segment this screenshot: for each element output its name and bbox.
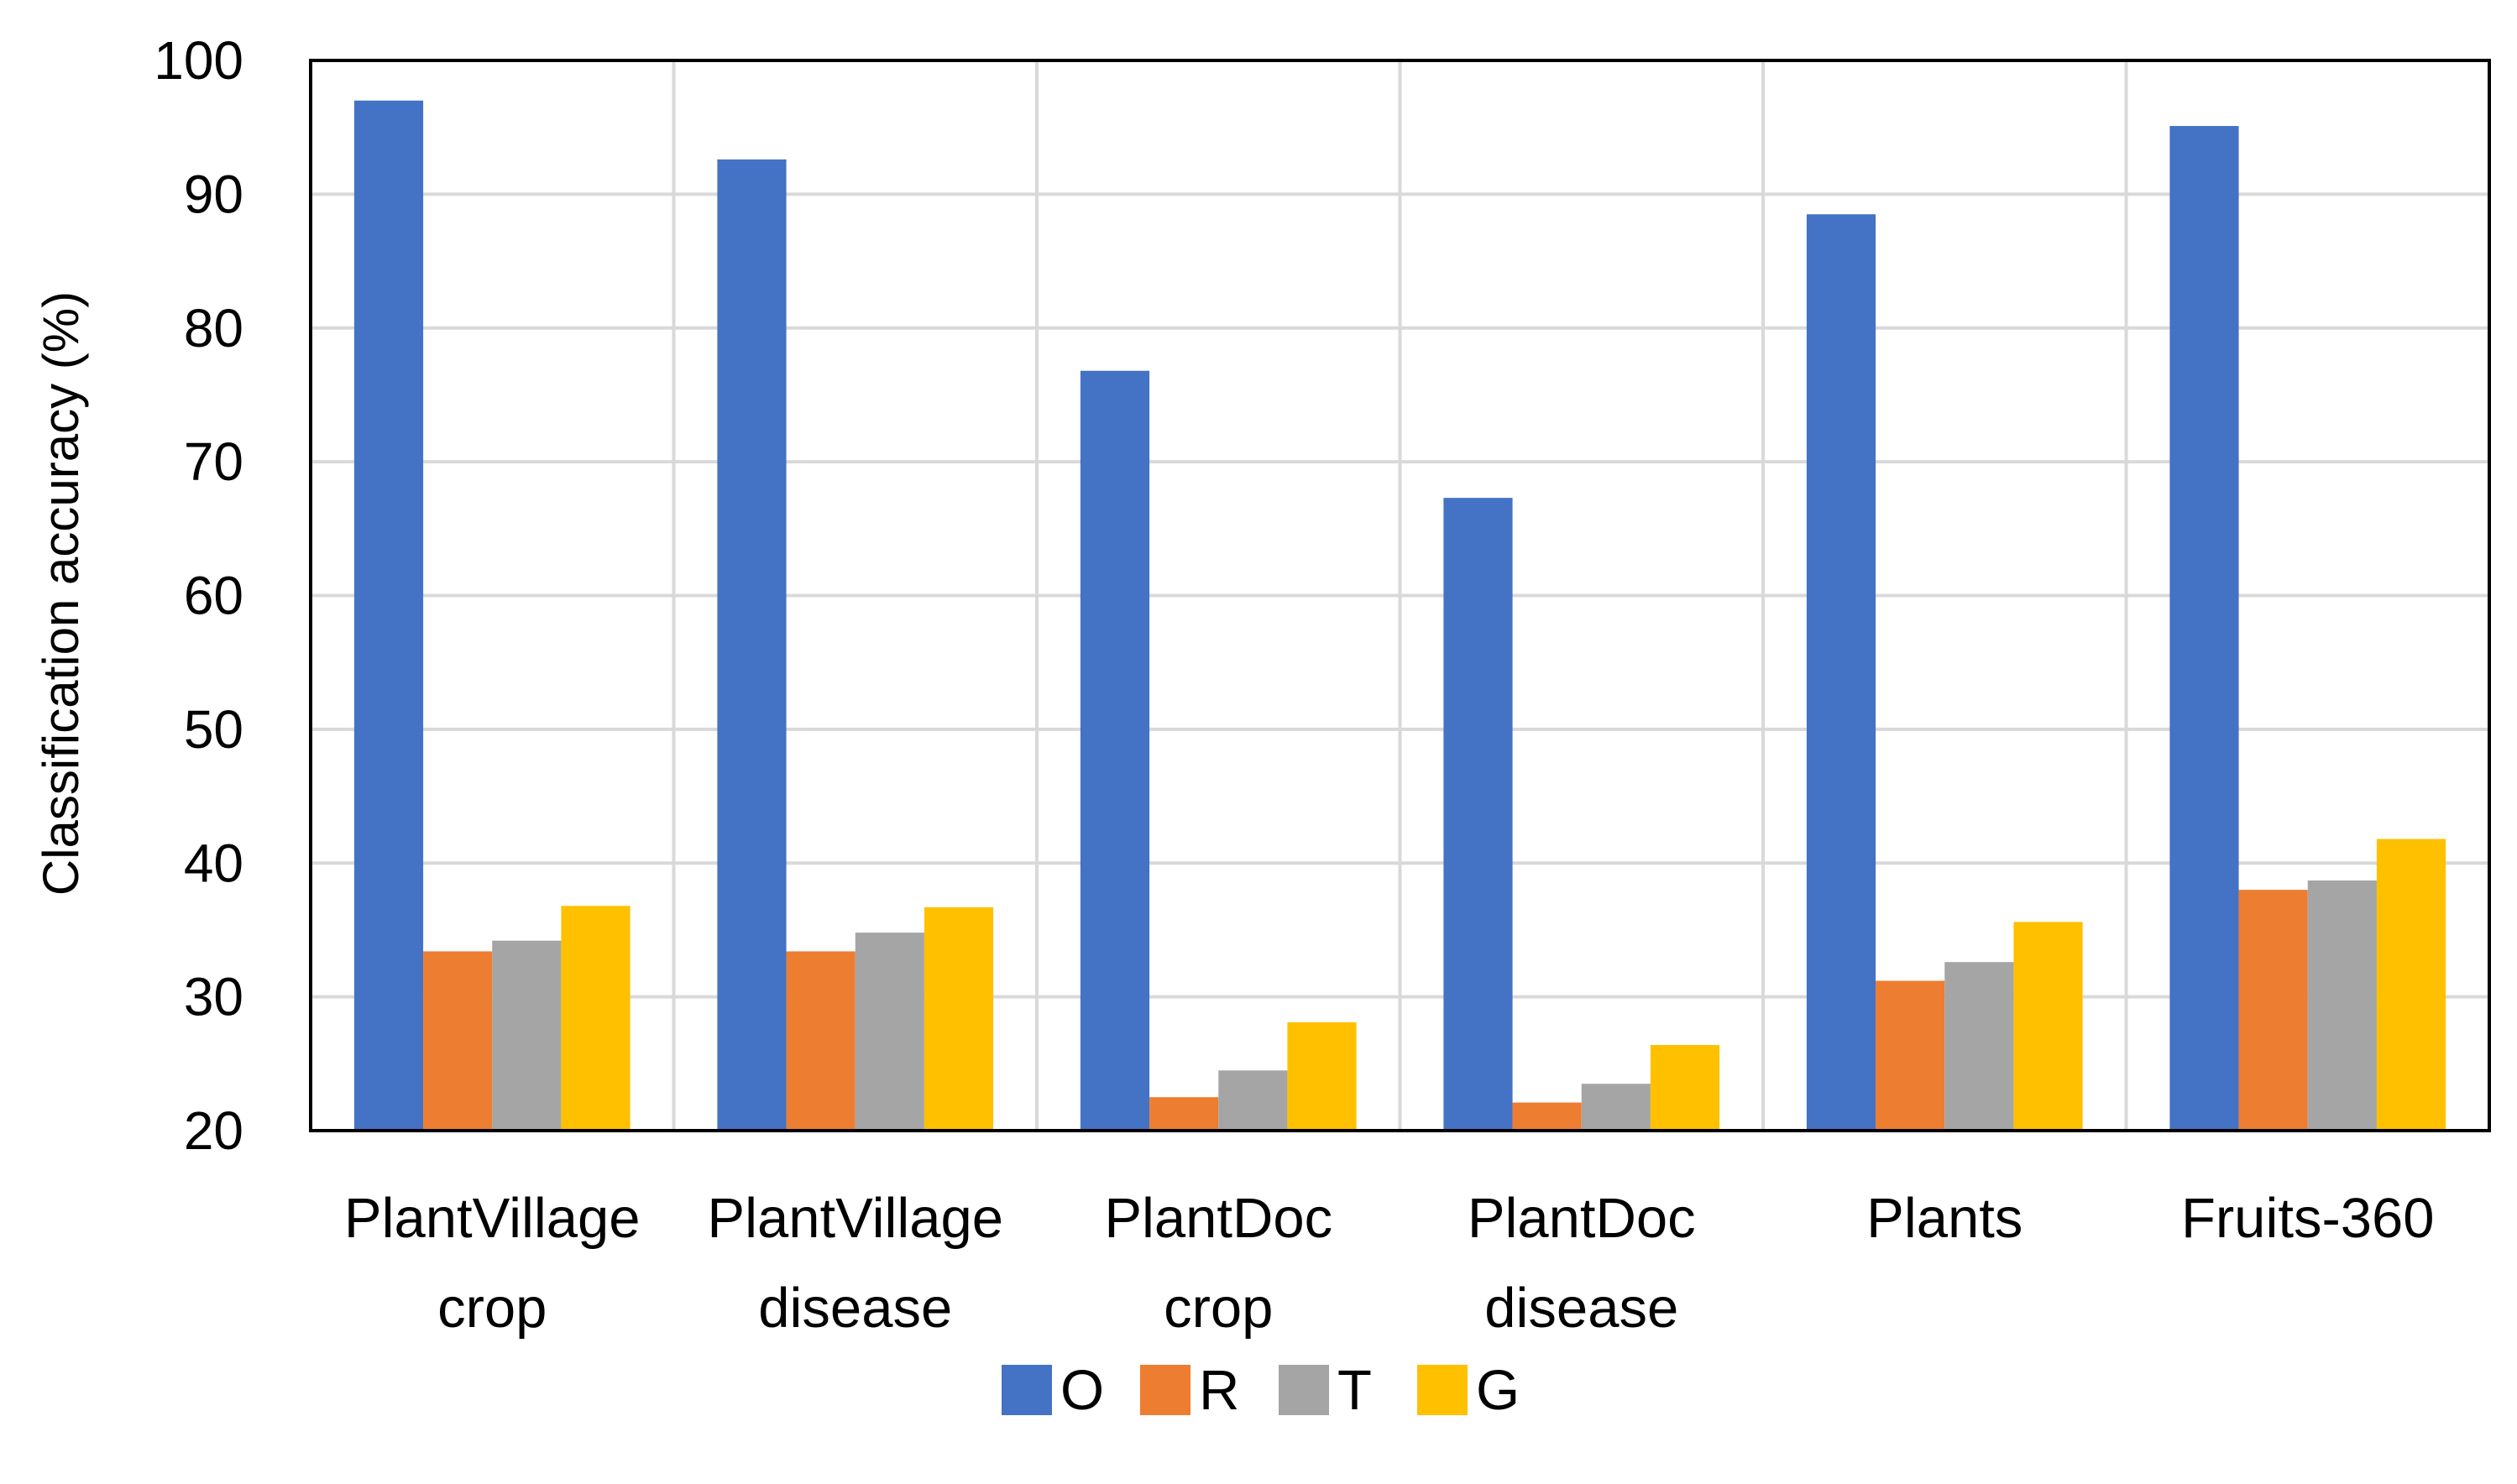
y-axis-ticks: 20 30 40 50 60 70 80 90 100: [154, 30, 243, 1161]
y-tick-label: 80: [184, 298, 243, 358]
x-category-label: PlantDoc: [1468, 1187, 1696, 1250]
legend-swatch-o: [1002, 1365, 1052, 1415]
bar-r-3: [1512, 1102, 1582, 1131]
legend-label-o: O: [1060, 1359, 1104, 1422]
bar-o-1: [717, 159, 787, 1131]
y-tick-label: 90: [184, 164, 243, 224]
bar-o-4: [1806, 214, 1876, 1131]
legend-label-t: T: [1337, 1359, 1372, 1422]
plot-border: [309, 59, 2491, 1132]
legend-label-r: R: [1199, 1359, 1239, 1422]
legend-label-g: G: [1476, 1359, 1520, 1422]
bar-o-0: [353, 100, 424, 1131]
y-tick-label: 20: [184, 1100, 243, 1161]
bar-g-0: [561, 906, 631, 1131]
x-category-label: PlantDoc: [1104, 1187, 1332, 1250]
bar-t-3: [1581, 1084, 1651, 1131]
y-tick-label: 40: [184, 833, 243, 893]
bar-o-5: [2169, 126, 2239, 1131]
x-axis-category-labels: PlantVillage crop PlantVillage disease Plant…: [344, 1187, 2435, 1340]
bar-t-1: [855, 933, 924, 1131]
y-tick-label: 70: [184, 431, 243, 492]
bar-g-3: [1650, 1045, 1720, 1131]
bar-g-4: [2013, 922, 2083, 1131]
x-category-label: PlantVillage: [344, 1187, 641, 1250]
y-axis-title: Classification accuracy (%): [33, 291, 89, 896]
bar-t-4: [1944, 962, 2014, 1131]
bar-g-1: [924, 907, 994, 1131]
legend-swatch-r: [1140, 1365, 1190, 1415]
x-category-label: crop: [1164, 1277, 1273, 1340]
legend-swatch-g: [1417, 1365, 1468, 1415]
x-category-label: Fruits-360: [2181, 1187, 2435, 1250]
bar-r-5: [2238, 890, 2308, 1131]
y-tick-label: 60: [184, 566, 243, 626]
x-category-label: PlantVillage: [707, 1187, 1003, 1250]
bar-t-0: [492, 940, 562, 1131]
x-category-label: disease: [1484, 1277, 1678, 1340]
bar-o-2: [1080, 370, 1150, 1131]
bar-r-4: [1876, 980, 1945, 1131]
bar-o-3: [1443, 498, 1513, 1131]
x-category-label: crop: [437, 1277, 547, 1340]
bar-r-2: [1149, 1097, 1219, 1131]
y-tick-label: 50: [184, 699, 243, 760]
bar-g-2: [1287, 1022, 1357, 1131]
x-category-label: disease: [758, 1277, 952, 1340]
bar-t-5: [2307, 880, 2377, 1131]
bars: [353, 100, 2446, 1131]
y-tick-label: 100: [154, 30, 243, 91]
bar-t-2: [1218, 1070, 1288, 1131]
gridlines: [311, 60, 2489, 1131]
bar-r-1: [786, 951, 856, 1131]
bar-r-0: [423, 951, 493, 1131]
legend-swatch-t: [1279, 1365, 1329, 1415]
plot-frame: [309, 59, 2491, 1132]
x-category-label: Plants: [1866, 1187, 2022, 1250]
y-tick-label: 30: [184, 967, 243, 1027]
bar-g-5: [2376, 839, 2446, 1131]
